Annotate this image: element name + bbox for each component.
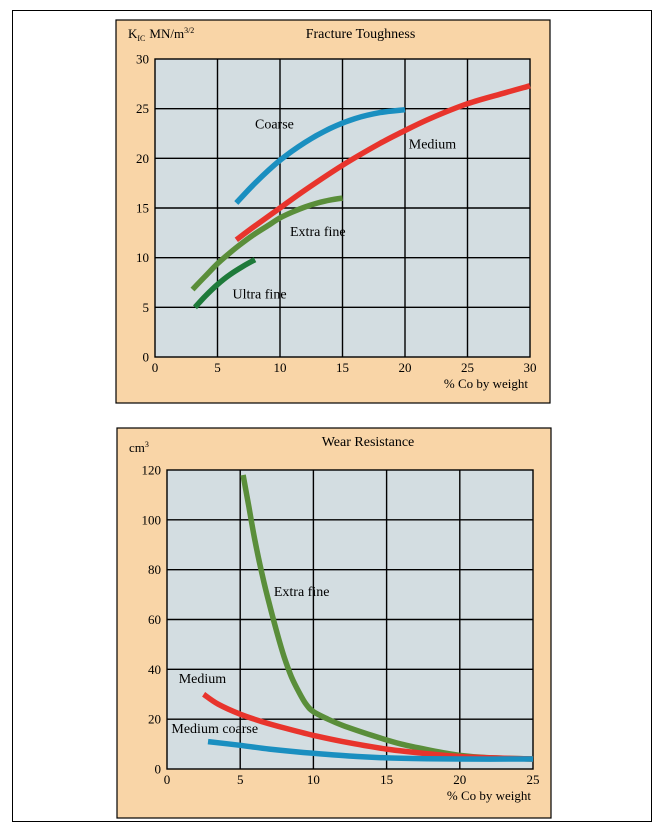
x-tick-label: 20 — [453, 772, 466, 787]
y-tick-label: 15 — [136, 201, 149, 216]
y-tick-label: 20 — [148, 712, 161, 727]
y-tick-label: 25 — [136, 101, 149, 116]
y-axis-label: cm3 — [129, 440, 149, 455]
series-label-medium-coarse: Medium coarse — [171, 722, 258, 737]
y-tick-label: 0 — [143, 350, 150, 365]
x-axis-label: % Co by weight — [447, 788, 532, 803]
x-tick-label: 10 — [274, 360, 287, 375]
x-tick-label: 10 — [307, 772, 320, 787]
series-label-medium: Medium — [179, 672, 227, 687]
x-tick-label: 25 — [461, 360, 474, 375]
series-line-coarse — [234, 106, 406, 205]
chart-title: Wear Resistance — [322, 435, 415, 450]
series-line-extra-fine — [240, 474, 534, 762]
series-line-medium-coarse — [207, 738, 534, 762]
x-tick-label: 15 — [380, 772, 393, 787]
series-label-coarse: Coarse — [255, 118, 294, 133]
y-axis-label: KIC MN/m3/2 — [128, 26, 194, 43]
x-tick-label: 0 — [164, 772, 171, 787]
y-tick-label: 100 — [142, 512, 162, 527]
y-tick-label: 0 — [155, 762, 162, 777]
chart-title: Fracture Toughness — [306, 27, 416, 42]
chart-2: 0 20 40 60 80 100 120 0 5 10 15 20 25 Wear Resistance… — [116, 427, 552, 819]
chart-1: 0 5 10 15 20 25 30 0 5 10 15 20 25 30 Fracture Toughne… — [115, 19, 551, 404]
x-tick-label: 5 — [214, 360, 221, 375]
series-line-ultra-fine — [192, 257, 257, 310]
series-label-ultra-fine: Ultra fine — [233, 287, 287, 302]
x-axis-label: % Co by weight — [444, 376, 529, 391]
y-tick-label: 80 — [148, 562, 161, 577]
y-tick-label: 20 — [136, 151, 149, 166]
x-tick-label: 15 — [336, 360, 349, 375]
series-line-extra-fine — [190, 195, 343, 292]
y-tick-label: 30 — [136, 52, 149, 67]
x-tick-label: 20 — [399, 360, 412, 375]
y-tick-label: 120 — [142, 463, 162, 478]
series-label-extra-fine: Extra fine — [290, 225, 346, 240]
x-tick-label: 30 — [524, 360, 537, 375]
y-tick-label: 10 — [136, 250, 149, 265]
y-tick-label: 40 — [148, 662, 161, 677]
y-tick-label: 5 — [143, 300, 150, 315]
x-tick-label: 25 — [527, 772, 540, 787]
series-line-medium — [234, 83, 531, 243]
series-label-medium: Medium — [409, 137, 457, 152]
series-label-extra-fine: Extra fine — [274, 585, 330, 600]
x-tick-label: 5 — [237, 772, 244, 787]
y-tick-label: 60 — [148, 612, 161, 627]
x-tick-label: 0 — [152, 360, 159, 375]
